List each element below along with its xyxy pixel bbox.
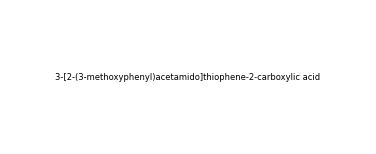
Text: 3-[2-(3-methoxyphenyl)acetamido]thiophene-2-carboxylic acid: 3-[2-(3-methoxyphenyl)acetamido]thiophen… [55, 73, 321, 81]
